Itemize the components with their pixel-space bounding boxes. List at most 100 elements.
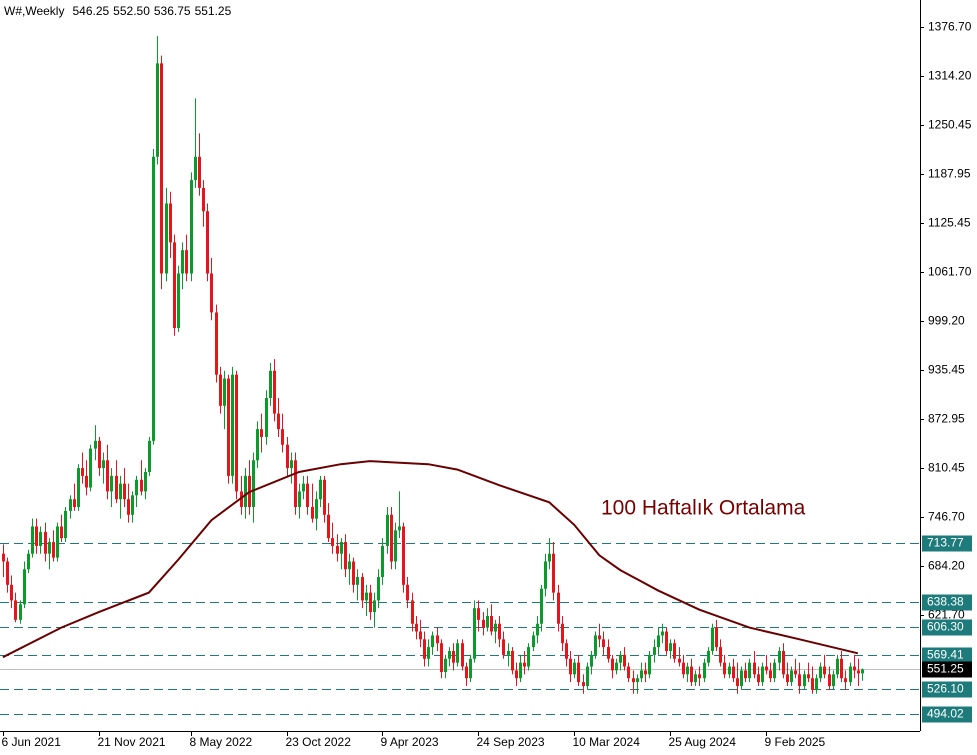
candle-body <box>39 531 42 546</box>
candle-body <box>119 483 122 500</box>
candle-body <box>678 658 681 663</box>
candle-body <box>828 674 831 687</box>
candle-body <box>607 647 610 659</box>
last-price-box <box>922 661 972 678</box>
candle-body <box>794 670 797 675</box>
candle-body <box>682 662 685 675</box>
y-tick-label: 621.70 <box>928 608 965 622</box>
candle-body <box>723 662 726 675</box>
candle-body <box>361 577 364 601</box>
candle-body <box>527 647 530 667</box>
candle-body <box>757 674 760 683</box>
candle-body <box>44 531 47 554</box>
x-tick-label: 9 Feb 2025 <box>765 735 826 749</box>
candle-body <box>773 662 776 679</box>
candle-body <box>498 623 501 640</box>
candle-body <box>336 545 339 554</box>
candle-body <box>123 483 126 500</box>
x-tick-label: 24 Sep 2023 <box>477 735 545 749</box>
candle-body <box>532 635 535 648</box>
candle-body <box>73 499 76 507</box>
y-tick-label: 935.45 <box>928 363 965 377</box>
y-tick-label: 1125.45 <box>928 216 971 230</box>
candle-body <box>319 479 322 500</box>
candle-body <box>502 639 505 655</box>
candle-body <box>482 619 485 628</box>
candle-body <box>302 483 305 492</box>
candle-body <box>227 378 230 476</box>
x-tick-label: 8 May 2022 <box>190 735 253 749</box>
candle-body <box>744 670 747 679</box>
candle-body <box>85 475 88 488</box>
candle-body <box>223 378 226 406</box>
candle-body <box>798 674 801 687</box>
candle-body <box>636 678 639 683</box>
candle-body <box>461 643 464 667</box>
last-price-label: 551.25 <box>927 662 964 676</box>
candle-body <box>23 569 26 605</box>
candle-body <box>10 584 13 601</box>
x-tick-label: 6 Jun 2021 <box>2 735 62 749</box>
level-label-box <box>922 535 972 552</box>
candle-body <box>840 658 843 679</box>
candle-body <box>165 203 168 274</box>
candle-body <box>640 670 643 679</box>
candle-body <box>344 542 347 570</box>
y-tick-label: 810.45 <box>928 461 965 475</box>
candle-body <box>144 471 147 492</box>
level-label: 638.38 <box>927 595 964 609</box>
candle-body <box>160 63 163 274</box>
candle-body <box>35 526 38 546</box>
candle-body <box>565 643 568 659</box>
candle-body <box>210 273 213 313</box>
candle-body <box>557 592 560 624</box>
candle-body <box>515 670 518 679</box>
candle-body <box>102 460 105 469</box>
candle-body <box>127 499 130 515</box>
candle-body <box>740 670 743 687</box>
candle-body <box>286 444 289 469</box>
candle-body <box>215 312 218 375</box>
candle-body <box>523 662 526 667</box>
y-tick-label: 872.95 <box>928 412 965 426</box>
level-label-box <box>922 681 972 698</box>
candle-body <box>673 643 676 659</box>
candle-body <box>173 242 176 328</box>
candle-body <box>807 674 810 679</box>
candle-body <box>694 674 697 683</box>
candle-body <box>486 615 489 628</box>
candle-body <box>352 561 355 585</box>
candle-body <box>573 662 576 675</box>
overlay-layer: 1376.70 1314.20 1250.45 1187.95 1125.45 1061.… <box>2 20 972 749</box>
candle-body <box>819 666 822 679</box>
candle-body <box>686 666 689 675</box>
candle-body <box>569 658 572 675</box>
candle-body <box>52 542 55 558</box>
candle-body <box>331 538 334 546</box>
candle-body <box>198 156 201 188</box>
symbol-title: W#,Weekly <box>4 4 64 18</box>
candle-body <box>440 643 443 673</box>
y-tick-label: 999.20 <box>928 314 965 328</box>
candle-body <box>469 658 472 679</box>
candle-body <box>519 662 522 679</box>
candle-body <box>369 592 372 613</box>
candle-body <box>711 627 714 651</box>
level-label: 713.77 <box>927 536 964 550</box>
candle-body <box>661 631 664 636</box>
candle-body <box>753 662 756 675</box>
candle-body <box>219 374 222 406</box>
header-open: 546.25 <box>72 4 109 18</box>
x-tick-label: 23 Oct 2022 <box>286 735 352 749</box>
candle-body <box>2 553 5 562</box>
candle-body <box>60 526 63 539</box>
candle-body <box>406 584 409 601</box>
y-tick-label: 746.70 <box>928 510 965 524</box>
candle-body <box>815 678 818 690</box>
candle-body <box>748 662 751 679</box>
candle-body <box>185 250 188 274</box>
candle-body <box>81 468 84 476</box>
candle-body <box>64 510 67 539</box>
candle-body <box>715 627 718 648</box>
